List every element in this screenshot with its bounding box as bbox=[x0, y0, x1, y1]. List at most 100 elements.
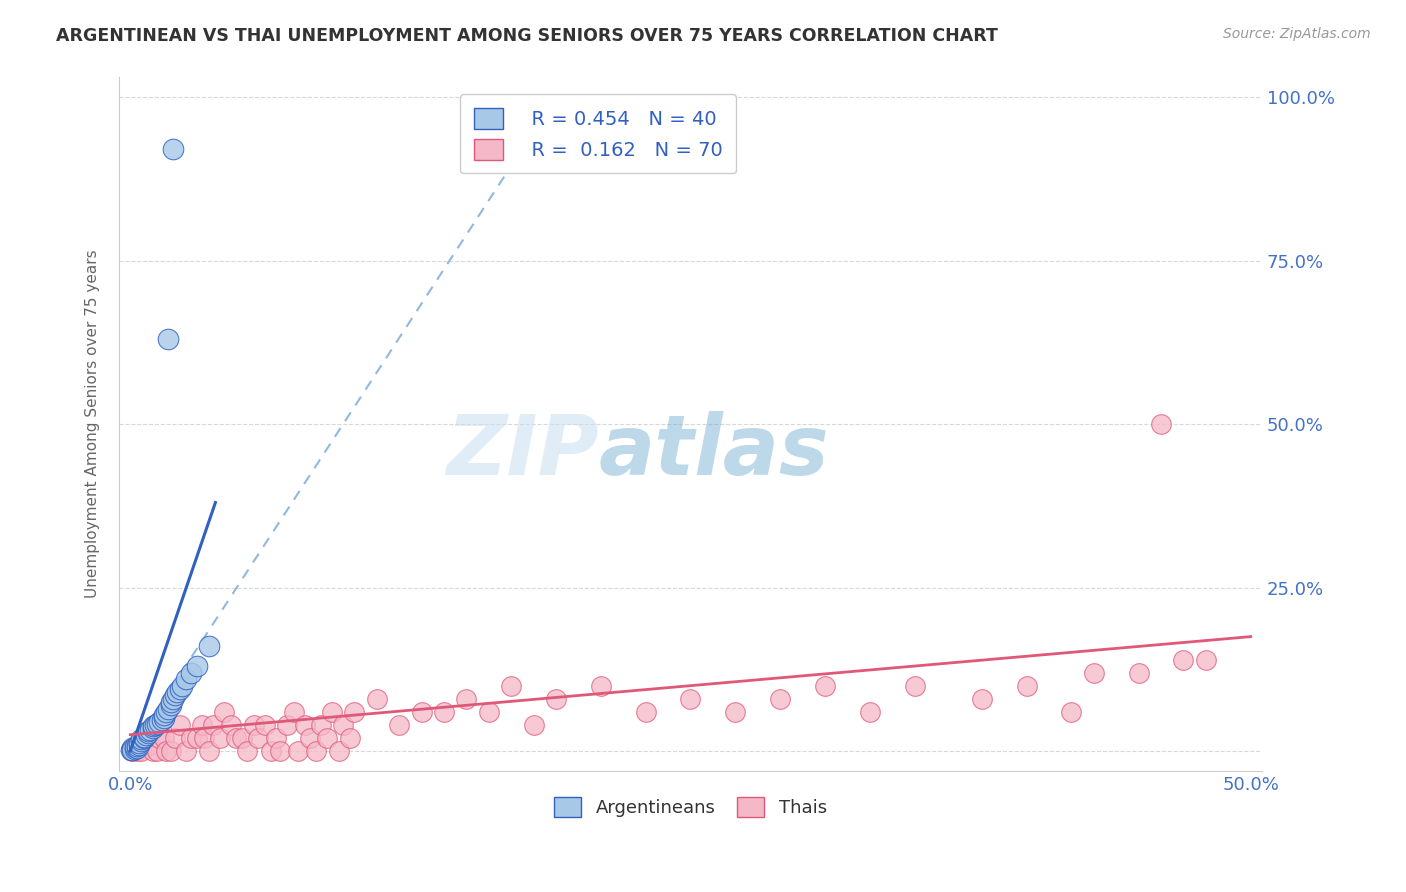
Point bbox=[366, 691, 388, 706]
Point bbox=[191, 718, 214, 732]
Point bbox=[202, 718, 225, 732]
Point bbox=[142, 721, 165, 735]
Point bbox=[208, 731, 231, 745]
Point bbox=[501, 679, 523, 693]
Point bbox=[214, 705, 236, 719]
Point bbox=[724, 705, 747, 719]
Point bbox=[124, 742, 146, 756]
Text: ZIP: ZIP bbox=[447, 411, 599, 492]
Point bbox=[305, 744, 328, 758]
Point bbox=[1150, 417, 1173, 431]
Point bbox=[186, 731, 208, 745]
Point bbox=[1060, 705, 1083, 719]
Point bbox=[143, 718, 166, 732]
Point bbox=[142, 744, 165, 758]
Point bbox=[186, 659, 208, 673]
Point bbox=[139, 738, 162, 752]
Point bbox=[1195, 652, 1218, 666]
Point bbox=[328, 744, 350, 758]
Point bbox=[193, 731, 215, 745]
Point bbox=[121, 743, 143, 757]
Point bbox=[169, 718, 191, 732]
Point bbox=[903, 679, 925, 693]
Point bbox=[162, 142, 184, 156]
Point bbox=[162, 691, 184, 706]
Point bbox=[174, 744, 197, 758]
Point bbox=[136, 724, 159, 739]
Point bbox=[679, 691, 702, 706]
Point bbox=[276, 718, 298, 732]
Point bbox=[1015, 679, 1038, 693]
Point bbox=[131, 734, 153, 748]
Point bbox=[264, 731, 287, 745]
Point bbox=[246, 731, 269, 745]
Point bbox=[169, 681, 191, 696]
Point bbox=[236, 744, 259, 758]
Point bbox=[523, 718, 546, 732]
Point bbox=[411, 705, 433, 719]
Text: atlas: atlas bbox=[599, 411, 830, 492]
Point bbox=[157, 701, 180, 715]
Point bbox=[253, 718, 276, 732]
Point bbox=[136, 725, 159, 739]
Point bbox=[124, 740, 146, 755]
Point bbox=[316, 731, 339, 745]
Point bbox=[157, 332, 180, 346]
Point bbox=[298, 731, 321, 745]
Point bbox=[339, 731, 361, 745]
Point bbox=[1173, 652, 1195, 666]
Point bbox=[343, 705, 366, 719]
Point bbox=[132, 731, 155, 745]
Point bbox=[634, 705, 657, 719]
Point bbox=[180, 731, 202, 745]
Point bbox=[165, 689, 187, 703]
Point bbox=[269, 744, 291, 758]
Point bbox=[231, 731, 253, 745]
Point bbox=[970, 691, 993, 706]
Point bbox=[321, 705, 343, 719]
Point bbox=[159, 698, 181, 713]
Point bbox=[132, 730, 155, 744]
Point bbox=[197, 744, 219, 758]
Point bbox=[135, 728, 157, 742]
Point bbox=[146, 716, 169, 731]
Point bbox=[309, 718, 332, 732]
Point bbox=[125, 739, 148, 753]
Point bbox=[139, 723, 162, 738]
Point bbox=[131, 732, 153, 747]
Point bbox=[388, 718, 411, 732]
Point bbox=[153, 708, 176, 723]
Point bbox=[814, 679, 837, 693]
Text: ARGENTINEAN VS THAI UNEMPLOYMENT AMONG SENIORS OVER 75 YEARS CORRELATION CHART: ARGENTINEAN VS THAI UNEMPLOYMENT AMONG S… bbox=[56, 27, 998, 45]
Point bbox=[121, 741, 143, 756]
Point bbox=[153, 711, 176, 725]
Point bbox=[197, 640, 219, 654]
Point bbox=[589, 679, 612, 693]
Point bbox=[159, 695, 181, 709]
Point bbox=[166, 685, 188, 699]
Point bbox=[128, 736, 150, 750]
Point bbox=[294, 718, 316, 732]
Point bbox=[148, 714, 170, 729]
Point bbox=[260, 744, 283, 758]
Point bbox=[165, 731, 187, 745]
Point bbox=[219, 718, 242, 732]
Point bbox=[332, 718, 354, 732]
Point bbox=[544, 691, 567, 706]
Point bbox=[150, 713, 173, 727]
Legend: Argentineans, Thais: Argentineans, Thais bbox=[547, 789, 834, 824]
Point bbox=[125, 744, 148, 758]
Point bbox=[242, 718, 264, 732]
Point bbox=[433, 705, 456, 719]
Point bbox=[1083, 665, 1105, 680]
Y-axis label: Unemployment Among Seniors over 75 years: Unemployment Among Seniors over 75 years bbox=[86, 250, 100, 599]
Point bbox=[135, 731, 157, 745]
Point bbox=[225, 731, 247, 745]
Point bbox=[478, 705, 501, 719]
Point bbox=[283, 705, 305, 719]
Point bbox=[148, 731, 170, 745]
Point bbox=[170, 679, 193, 693]
Point bbox=[456, 691, 478, 706]
Point bbox=[146, 744, 169, 758]
Point bbox=[153, 731, 176, 745]
